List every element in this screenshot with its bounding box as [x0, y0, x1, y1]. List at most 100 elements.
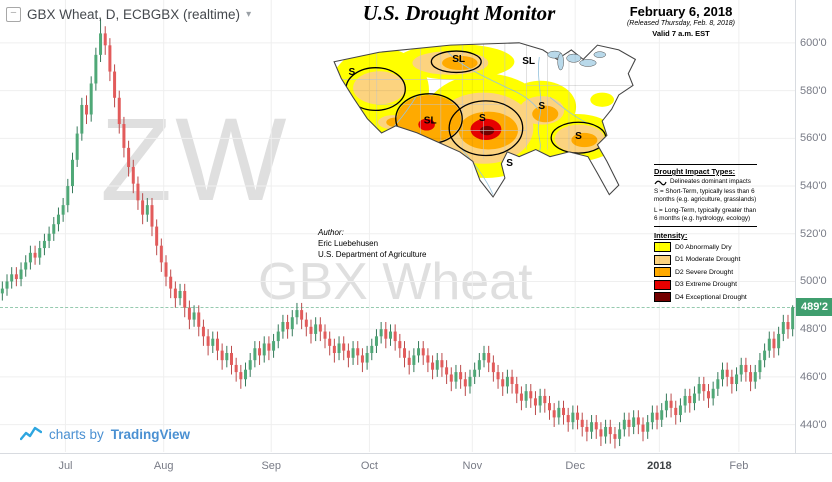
symbol-header[interactable]: − GBX Wheat, D, ECBGBX (realtime) ▾: [6, 7, 251, 22]
candlestick-chart[interactable]: [0, 0, 795, 453]
candle-body: [332, 345, 336, 354]
candle-body: [515, 384, 519, 394]
candle-body: [370, 345, 374, 354]
candle-body: [136, 183, 140, 201]
candle-body: [337, 343, 341, 354]
candle-body: [562, 407, 566, 416]
candle-body: [519, 393, 523, 401]
candle-body: [477, 360, 481, 370]
candle-body: [187, 307, 191, 320]
candle-body: [706, 391, 710, 399]
candle-body: [61, 205, 65, 215]
candle-body: [758, 360, 762, 373]
price-axis-label: 560'0: [800, 132, 827, 145]
impact-letter: S: [575, 131, 582, 142]
candle-body: [604, 426, 608, 437]
candle-body: [38, 248, 42, 258]
candle-body: [641, 424, 645, 432]
collapse-icon[interactable]: −: [6, 7, 21, 22]
time-axis-label: Dec: [565, 460, 585, 472]
price-axis-label: 520'0: [800, 227, 827, 240]
time-axis-label: 2018: [647, 460, 672, 472]
intensity-legend: D0 Abnormally Dry D1 Moderate Drought D2 S…: [654, 242, 757, 303]
candle-body: [440, 360, 444, 368]
candle-body: [201, 326, 205, 337]
impact-letter: S: [506, 158, 513, 169]
impact-types-heading: Drought Impact Types:: [654, 167, 736, 176]
candle-body: [239, 372, 243, 380]
time-axis[interactable]: Jul Aug Sep Oct Nov Dec 2018 Feb: [0, 453, 832, 482]
candle-body: [80, 104, 84, 134]
intensity-row: D2 Severe Drought: [654, 267, 757, 278]
chart-pane[interactable]: ZW GBX Wheat − GBX Wheat, D, ECBGBX (rea…: [0, 0, 795, 453]
candle-body: [412, 355, 416, 365]
candle-body: [33, 252, 37, 258]
candle-body: [47, 233, 51, 241]
candle-body: [300, 310, 304, 320]
impact-short-term: S = Short-Term, typically less than 6 mo…: [654, 188, 757, 204]
candle-body: [711, 388, 715, 399]
impact-letter: S: [479, 113, 486, 124]
candle-body: [777, 333, 781, 349]
intensity-row: D0 Abnormally Dry: [654, 242, 757, 253]
candle-body: [482, 353, 486, 361]
impact-letter: SL: [424, 115, 437, 126]
candle-body: [356, 348, 360, 356]
candle-body: [767, 338, 771, 351]
intensity-swatch-d4: [654, 292, 671, 303]
drought-map-title: U.S. Drought Monitor: [362, 1, 556, 25]
candle-body: [309, 326, 313, 334]
candle-body: [0, 288, 4, 294]
candle-body: [753, 372, 757, 382]
candle-body: [538, 395, 542, 406]
rivers: [394, 51, 589, 195]
intensity-label: D0 Abnormally Dry: [675, 243, 732, 251]
intensity-swatch-d0: [654, 242, 671, 253]
candle-body: [650, 412, 654, 423]
candle-body: [197, 312, 201, 327]
us-outline: [333, 42, 637, 198]
intensity-label: D3 Extreme Drought: [675, 281, 737, 289]
candle-body: [192, 312, 196, 320]
candle-body: [66, 186, 70, 206]
intensity-swatch-d1: [654, 254, 671, 265]
impact-letter: S: [538, 101, 545, 112]
candle-body: [286, 322, 290, 330]
candle-body: [276, 331, 280, 342]
time-axis-label: Aug: [153, 460, 174, 472]
candle-body: [24, 262, 28, 270]
candle-body: [10, 274, 14, 282]
candle-body: [473, 369, 477, 377]
price-axis-label: 460'0: [800, 370, 827, 383]
candle-body: [692, 393, 696, 404]
candle-body: [678, 405, 682, 416]
chevron-down-icon[interactable]: ▾: [246, 9, 252, 20]
candle-body: [594, 422, 598, 430]
tradingview-attribution-link[interactable]: charts by TradingView: [20, 426, 190, 443]
candle-body: [234, 364, 238, 373]
price-axis-label: 500'0: [800, 275, 827, 288]
candle-body: [417, 348, 421, 356]
candle-body: [351, 348, 355, 358]
tradingview-logo-icon: [20, 426, 42, 441]
candle-body: [113, 71, 117, 98]
candle-body: [566, 415, 570, 423]
symbol-title[interactable]: GBX Wheat, D, ECBGBX (realtime): [27, 7, 241, 22]
candle-body: [75, 133, 79, 160]
candle-body: [636, 417, 640, 425]
candle-body: [571, 412, 575, 423]
price-axis[interactable]: 489'2 600'0 580'0 560'0 540'0 520'0 500'0 480'…: [795, 0, 832, 453]
candle-body: [524, 391, 528, 401]
candle-body: [547, 403, 551, 411]
candle-body: [323, 331, 327, 339]
impact-letter: SL: [522, 56, 535, 67]
candle-body: [150, 205, 154, 227]
candle-body: [674, 407, 678, 416]
candle-body: [290, 317, 294, 330]
candle-body: [431, 362, 435, 370]
time-axis-label: Oct: [360, 460, 378, 472]
candle-body: [393, 331, 397, 342]
candle-body: [688, 395, 692, 404]
candle-body: [398, 341, 402, 349]
candle-body: [5, 281, 9, 289]
